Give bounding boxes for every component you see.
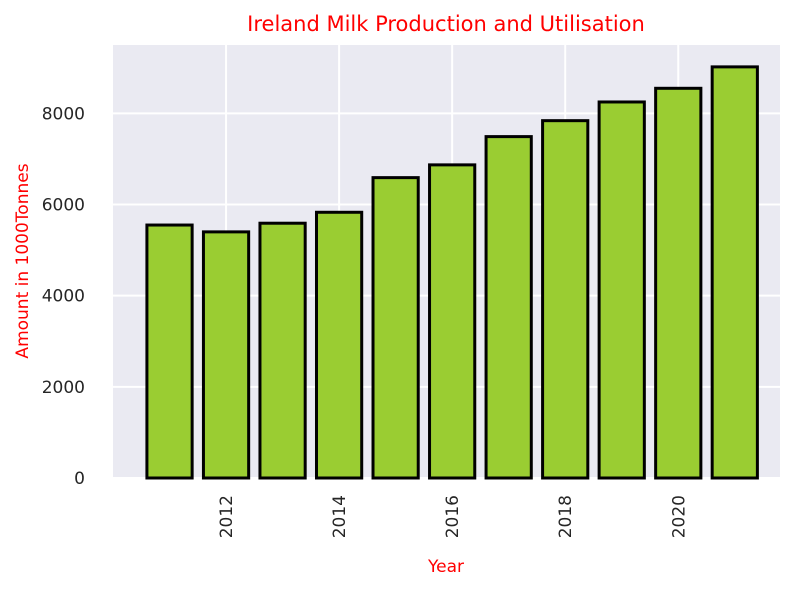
chart-title: Ireland Milk Production and Utilisation — [247, 12, 645, 36]
y-tick-label: 2000 — [42, 378, 85, 398]
bar-2018 — [541, 119, 590, 480]
bars — [145, 65, 759, 480]
y-axis-ticks: 0 2000 4000 6000 8000 — [42, 104, 85, 489]
bar-2019 — [597, 100, 646, 480]
x-tick-label: 2014 — [330, 495, 350, 538]
bar-2021 — [710, 65, 759, 480]
bar-2013 — [258, 221, 307, 480]
x-axis-label: Year — [427, 557, 464, 577]
bar-2011 — [145, 223, 194, 480]
x-tick-label: 2020 — [669, 495, 689, 538]
x-axis-ticks: 2012 2014 2016 2018 2020 — [217, 495, 689, 538]
y-tick-label: 0 — [74, 469, 85, 489]
y-axis-label: Amount in 1000Tonnes — [13, 163, 33, 358]
bar-2012 — [201, 230, 251, 480]
bar-2015 — [371, 176, 420, 480]
x-tick-label: 2012 — [217, 495, 237, 538]
y-tick-label: 4000 — [42, 287, 85, 307]
bar-2014 — [314, 210, 364, 480]
y-tick-label: 6000 — [42, 196, 85, 216]
x-tick-label: 2016 — [443, 495, 463, 538]
x-tick-label: 2018 — [556, 495, 576, 538]
bar-2020 — [654, 86, 703, 480]
bar-2016 — [428, 163, 477, 480]
bar-2017 — [484, 135, 533, 480]
y-tick-label: 8000 — [42, 104, 85, 124]
